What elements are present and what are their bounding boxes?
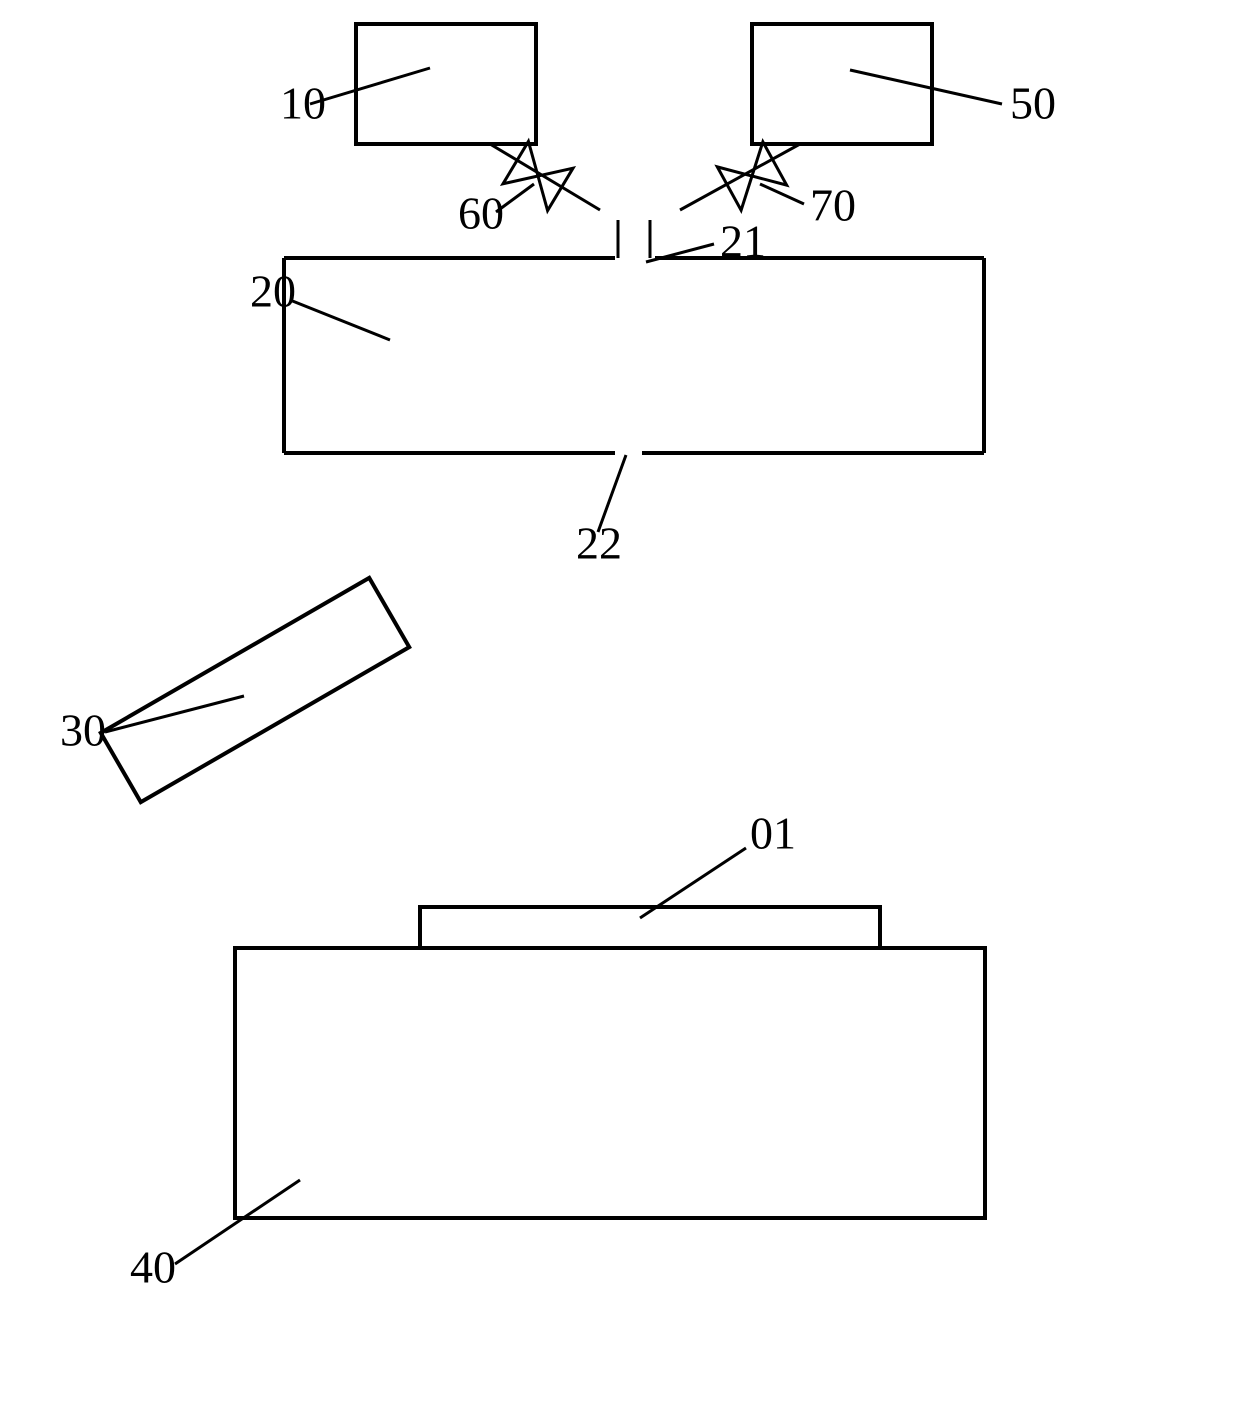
label-70: 70 <box>810 180 856 231</box>
label-40: 40 <box>130 1242 176 1293</box>
label-50: 50 <box>1010 78 1056 129</box>
box-30 <box>101 578 409 802</box>
label-21: 21 <box>720 216 766 267</box>
label-60: 60 <box>458 188 504 239</box>
leader-40 <box>175 1180 300 1264</box>
label-01: 01 <box>750 808 796 859</box>
leader-20 <box>290 300 390 340</box>
valve-right-b <box>717 167 752 210</box>
leader-50 <box>850 70 1002 104</box>
leader-70 <box>760 184 804 204</box>
label-30: 30 <box>60 705 106 756</box>
box-50 <box>752 24 932 144</box>
label-22: 22 <box>576 518 622 569</box>
box-40 <box>235 948 985 1218</box>
box-10 <box>356 24 536 144</box>
leader-30 <box>105 696 244 732</box>
leader-10 <box>310 68 430 104</box>
valve-right-a <box>752 142 787 185</box>
label-20: 20 <box>250 266 296 317</box>
label-10: 10 <box>280 78 326 129</box>
